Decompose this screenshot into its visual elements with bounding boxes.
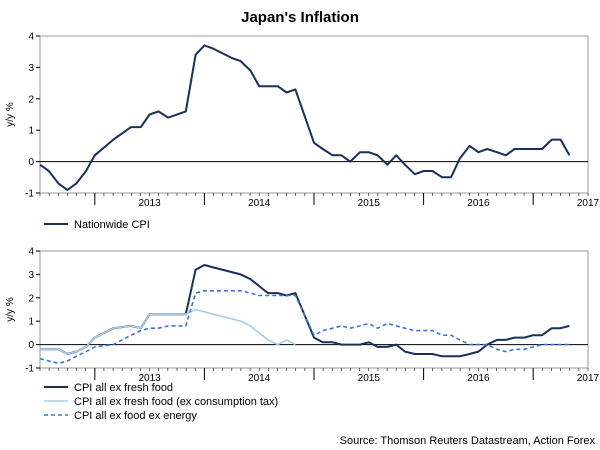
legend-label: Nationwide CPI <box>74 219 150 231</box>
series-line-1 <box>40 264 570 358</box>
y-tick-label: -1 <box>25 189 34 200</box>
plot-frame <box>39 35 589 194</box>
y-tick-label: 2 <box>28 94 34 105</box>
y-tick-label: 1 <box>28 126 34 137</box>
chart-title: Japan's Inflation <box>241 9 359 26</box>
series-line-3 <box>39 289 570 365</box>
y-tick-label: -1 <box>25 364 34 375</box>
x-tick-label: 2013 <box>138 373 161 384</box>
plot-frame <box>39 250 589 369</box>
source-note: Source: Thomson Reuters Datastream, Acti… <box>340 435 596 447</box>
y-tick-label: 4 <box>28 32 34 43</box>
x-tick-label: 2017 <box>577 198 600 209</box>
y-tick-label: 0 <box>28 157 34 168</box>
y-tick-label: 4 <box>28 247 34 258</box>
y-tick-label: 3 <box>28 270 34 281</box>
x-tick-label: 2016 <box>467 198 490 209</box>
y-tick-label: 1 <box>28 317 34 328</box>
y-tick-label: 0 <box>28 340 34 351</box>
x-tick-label: 2017 <box>577 373 600 384</box>
x-tick-label: 2016 <box>467 373 490 384</box>
y-tick-label: 2 <box>28 293 34 304</box>
panel-nationwide-cpi: -1 0 1 2 3 4 2013 2014 2015 2016 2017 y/y % Nationwi… <box>5 32 600 232</box>
x-tick-label: 2014 <box>248 198 271 209</box>
series-line-1 <box>39 44 571 191</box>
legend-label: CPI all ex food ex energy <box>74 410 197 422</box>
panel-core-cpi: -1 0 1 2 3 4 2013 2014 2015 2016 2017 y/y % CPI all … <box>5 247 600 423</box>
y-tick-label: 3 <box>28 63 34 74</box>
y-axis-label: y/y % <box>5 297 16 322</box>
x-tick-label: 2015 <box>358 373 381 384</box>
x-tick-label: 2013 <box>138 198 161 209</box>
legend-label: CPI all ex fresh food <box>74 382 173 394</box>
x-tick-label: 2015 <box>358 198 381 209</box>
y-axis-label: y/y % <box>5 102 16 127</box>
series-line-2 <box>40 308 296 355</box>
x-tick-label: 2014 <box>248 373 271 384</box>
legend-label: CPI all ex fresh food (ex consumption ta… <box>74 396 278 408</box>
